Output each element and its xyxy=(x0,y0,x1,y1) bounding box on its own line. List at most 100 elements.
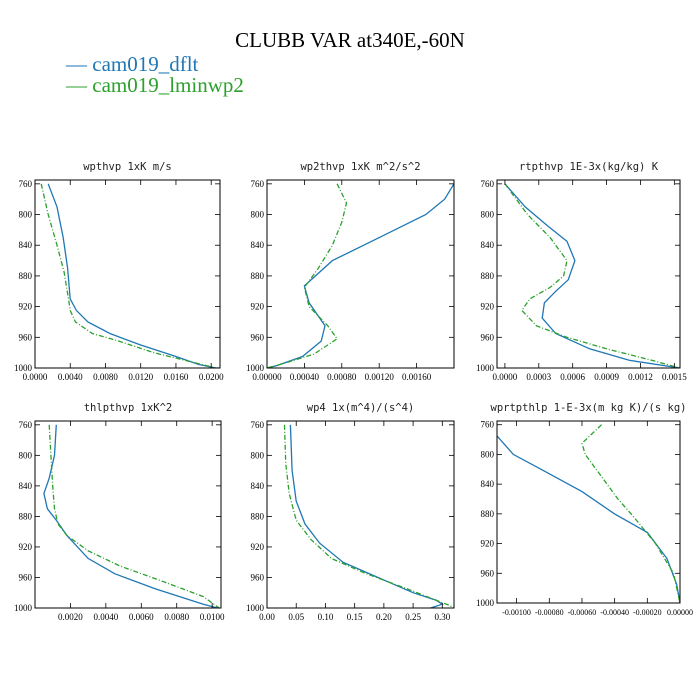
x-tick-label: 0.0160 xyxy=(164,372,189,382)
y-tick-label: 960 xyxy=(251,572,265,582)
y-tick-label: 920 xyxy=(19,542,33,552)
legend-line-1: — xyxy=(66,52,87,76)
x-tick-label: 0.00080 xyxy=(327,372,357,382)
series-line-lminwp2 xyxy=(283,424,454,608)
y-tick-label: 1000 xyxy=(246,363,265,373)
y-tick-label: 760 xyxy=(19,179,33,189)
series-line-dflt xyxy=(267,183,454,368)
y-tick-label: 880 xyxy=(251,511,265,521)
x-tick-label: -0.00020 xyxy=(633,608,662,617)
legend-item-2: — cam019_lminwp2 xyxy=(66,73,244,98)
y-tick-label: 920 xyxy=(251,542,265,552)
x-tick-label: 0.0006 xyxy=(560,372,585,382)
y-tick-label: 800 xyxy=(251,450,265,460)
x-tick-label: 0.0015 xyxy=(662,372,687,382)
y-tick-label: 800 xyxy=(19,210,33,220)
x-tick-label: 0.00000 xyxy=(252,372,282,382)
x-tick-label: 0.25 xyxy=(405,612,421,622)
x-tick-label: 0.0080 xyxy=(164,612,189,622)
series-line-lminwp2 xyxy=(48,424,220,608)
panel-5: wp4 1x(m^4)/(s^4)76080084088092096010000… xyxy=(246,402,455,622)
y-tick-label: 760 xyxy=(251,420,265,430)
y-tick-label: 840 xyxy=(251,240,265,250)
chart-title: CLUBB VAR at340E,-60N xyxy=(235,28,465,52)
x-tick-label: 0.00160 xyxy=(402,372,432,382)
panel-title: rtpthvp 1E-3x(kg/kg) K xyxy=(519,161,659,173)
series-line-dflt xyxy=(497,435,680,603)
y-tick-label: 760 xyxy=(481,420,495,430)
x-tick-label: 0.0100 xyxy=(200,612,225,622)
series-line-lminwp2 xyxy=(40,183,216,368)
x-tick-label: 0.10 xyxy=(318,612,334,622)
plot-frame xyxy=(34,179,221,369)
x-tick-label: 0.00 xyxy=(259,612,275,622)
y-tick-label: 760 xyxy=(251,179,265,189)
x-tick-label: 0.0080 xyxy=(93,372,118,382)
y-tick-label: 800 xyxy=(481,449,495,459)
x-tick-label: 0.0003 xyxy=(526,372,551,382)
series-line-lminwp2 xyxy=(267,183,348,368)
plot-frame xyxy=(34,420,222,609)
x-tick-label: 0.0000 xyxy=(493,372,518,382)
y-tick-label: 880 xyxy=(19,511,33,521)
x-tick-label: 0.0040 xyxy=(58,372,83,382)
y-tick-label: 880 xyxy=(251,271,265,281)
y-tick-label: 800 xyxy=(251,210,265,220)
y-tick-label: 840 xyxy=(481,240,495,250)
y-tick-label: 1000 xyxy=(246,603,265,613)
plot-frame xyxy=(496,420,681,604)
x-tick-label: 0.20 xyxy=(376,612,392,622)
x-tick-label: -0.00040 xyxy=(600,608,629,617)
plot-frame xyxy=(496,179,681,369)
y-tick-label: 800 xyxy=(481,210,495,220)
series-line-dflt xyxy=(504,183,680,368)
x-tick-label: 0.0200 xyxy=(199,372,224,382)
y-tick-label: 920 xyxy=(481,302,495,312)
y-tick-label: 880 xyxy=(481,271,495,281)
y-tick-label: 840 xyxy=(19,481,33,491)
y-tick-label: 920 xyxy=(251,302,265,312)
x-tick-label: 0.00120 xyxy=(365,372,395,382)
series-line-dflt xyxy=(43,424,218,608)
panel-2: wp2thvp 1xK m^2/s^2 760 800 840 880 920 960 100… xyxy=(246,161,455,382)
x-tick-label: -0.00080 xyxy=(535,608,564,617)
panel-1: wpthvp 1xK m/s76080084088092096010000.00… xyxy=(14,161,224,382)
y-tick-label: 960 xyxy=(481,332,495,342)
y-tick-label: 1000 xyxy=(476,363,495,373)
x-tick-label: 0.0000 xyxy=(23,372,48,382)
series-line-lminwp2 xyxy=(504,183,680,368)
y-tick-label: 760 xyxy=(481,179,495,189)
series-line-dflt xyxy=(47,183,220,368)
x-tick-label: -0.00100 xyxy=(502,608,531,617)
y-tick-label: 960 xyxy=(19,332,33,342)
y-tick-label: 1000 xyxy=(14,603,33,613)
legend-line-2: — xyxy=(66,73,87,97)
x-tick-label: 0.0120 xyxy=(128,372,153,382)
panel-4: thlpthvp 1xK^2 760 800 840 880 920 960 1000 0.00… xyxy=(14,402,225,622)
y-tick-label: 880 xyxy=(19,271,33,281)
y-tick-label: 920 xyxy=(481,539,495,549)
x-tick-label: 0.05 xyxy=(288,612,304,622)
panel-6: wprtpthlp 1-E-3x(m kg K)/(s kg) 760 800 840… xyxy=(476,402,693,617)
y-tick-label: 920 xyxy=(19,302,33,312)
y-tick-label: 960 xyxy=(251,332,265,342)
y-tick-label: 800 xyxy=(19,450,33,460)
y-tick-label: 840 xyxy=(481,479,495,489)
y-tick-label: 880 xyxy=(481,509,495,519)
x-tick-label: 0.0020 xyxy=(58,612,83,622)
x-tick-label: 0.0012 xyxy=(628,372,653,382)
plot-frame xyxy=(266,179,455,369)
legend-label-2: cam019_lminwp2 xyxy=(92,73,244,97)
y-tick-label: 960 xyxy=(19,572,33,582)
panel-3: rtpthvp 1E-3x(kg/kg) K 760 800 840 880 920 960… xyxy=(476,161,687,382)
y-tick-label: 840 xyxy=(251,481,265,491)
panel-title: wpthvp 1xK m/s xyxy=(83,161,172,173)
panel-title: wp4 1x(m^4)/(s^4) xyxy=(307,402,414,414)
x-tick-label: -0.00060 xyxy=(568,608,597,617)
x-tick-label: 0.0040 xyxy=(93,612,118,622)
series-line-dflt xyxy=(289,424,444,608)
x-tick-label: 0.0009 xyxy=(594,372,619,382)
y-tick-label: 960 xyxy=(481,568,495,578)
plot-frame xyxy=(266,420,455,609)
